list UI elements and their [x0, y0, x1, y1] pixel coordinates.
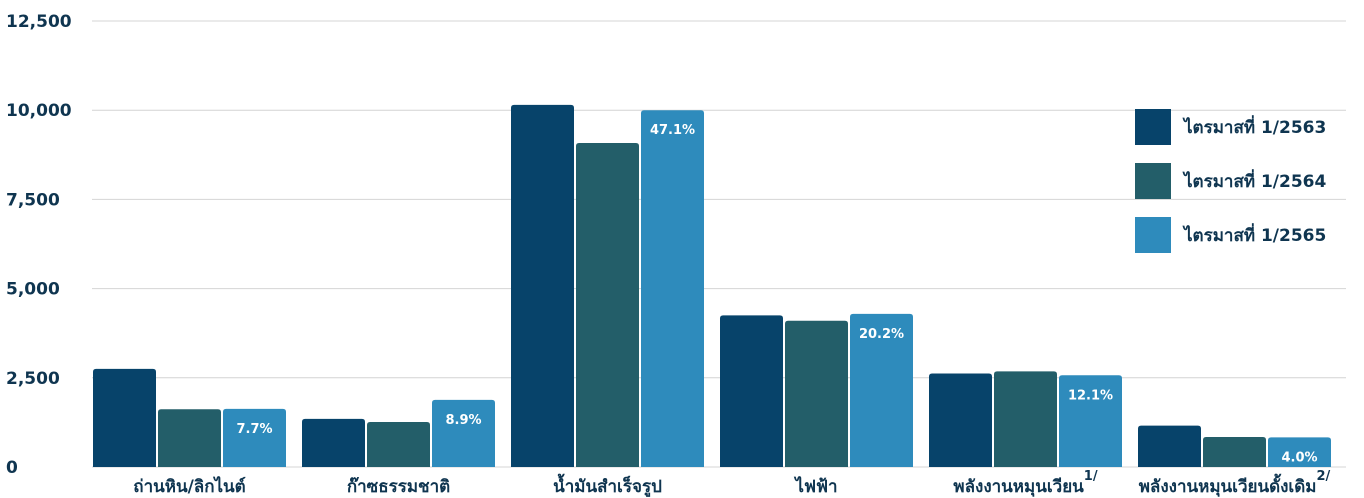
- x-category-label: น้ำมันสำเร็จรูป: [553, 473, 662, 498]
- x-category-label: ไฟฟ้า: [793, 476, 837, 497]
- bar: [158, 409, 221, 467]
- legend: ไตรมาสที่ 1/2563 ไตรมาสที่ 1/2564 ไตรมาสที…: [1135, 109, 1326, 253]
- x-axis-categories: ถ่านหิน/ลิกไนต์ ก๊าซธรรมชาติ น้ำมันสำเร็จร…: [133, 469, 1330, 498]
- bar: [850, 313, 913, 467]
- bar: [511, 104, 574, 468]
- legend-swatch: [1135, 109, 1171, 145]
- x-category-label: ถ่านหิน/ลิกไนต์: [133, 476, 245, 497]
- x-category-label: ก๊าซธรรมชาติ: [347, 477, 450, 497]
- y-axis-ticks: 0 2,500 5,000 7,500 10,000 12,500: [6, 12, 72, 478]
- bar: [785, 320, 848, 467]
- data-labels: 7.7% 8.9% 47.1% 20.2% 12.1% 4.0%: [236, 123, 1317, 465]
- bar: [720, 315, 783, 467]
- category-name: ก๊าซธรรมชาติ: [347, 477, 450, 497]
- y-tick-label: 10,000: [6, 101, 72, 121]
- bar: [1138, 425, 1201, 467]
- gridlines: [92, 20, 1346, 468]
- bar: [1268, 437, 1331, 467]
- category-name: พลังงานหมุนเวียนดั้งเดิม: [1139, 473, 1317, 497]
- bar: [432, 399, 495, 467]
- y-tick-label: 5,000: [6, 280, 60, 300]
- category-footnote-marker: 1/: [1084, 469, 1098, 484]
- bar: [1059, 375, 1122, 467]
- y-tick-label: 2,500: [6, 369, 60, 389]
- bar: [367, 422, 430, 467]
- bars: [93, 104, 1331, 468]
- category-name: ไฟฟ้า: [793, 476, 837, 497]
- category-name: น้ำมันสำเร็จรูป: [553, 473, 662, 498]
- y-tick-label: 0: [6, 458, 18, 478]
- bar: [994, 371, 1057, 467]
- data-label: 47.1%: [650, 123, 695, 138]
- x-category-label: พลังงานหมุนเวียนดั้งเดิม2/: [1139, 469, 1331, 497]
- category-name: พลังงานหมุนเวียน: [953, 476, 1084, 497]
- bar: [576, 143, 639, 467]
- bar: [302, 418, 365, 467]
- data-label: 12.1%: [1068, 388, 1113, 403]
- bar: [641, 110, 704, 467]
- legend-label: ไตรมาสที่ 1/2564: [1182, 169, 1326, 192]
- data-label: 20.2%: [859, 327, 904, 342]
- legend-label: ไตรมาสที่ 1/2565: [1182, 223, 1326, 246]
- bar: [93, 368, 156, 467]
- legend-swatch: [1135, 163, 1171, 199]
- y-tick-label: 12,500: [6, 12, 72, 32]
- data-label: 8.9%: [445, 413, 481, 428]
- category-footnote-marker: 2/: [1316, 469, 1330, 484]
- bar: [223, 408, 286, 467]
- y-tick-label: 7,500: [6, 190, 60, 210]
- bar: [1203, 437, 1266, 467]
- category-name: ถ่านหิน/ลิกไนต์: [133, 476, 245, 497]
- data-label: 4.0%: [1281, 450, 1317, 465]
- bar: [929, 373, 992, 467]
- legend-label: ไตรมาสที่ 1/2563: [1182, 115, 1326, 138]
- x-category-label: พลังงานหมุนเวียน1/: [953, 469, 1097, 497]
- legend-swatch: [1135, 217, 1171, 253]
- data-label: 7.7%: [236, 422, 272, 437]
